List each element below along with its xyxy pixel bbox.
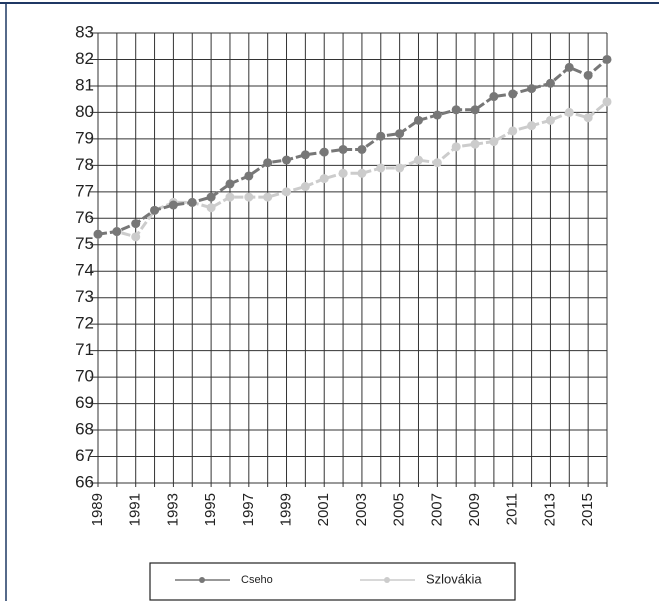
y-tick-label: 82 bbox=[75, 49, 94, 68]
y-tick-label: 68 bbox=[75, 420, 94, 439]
x-tick-label: 2009 bbox=[466, 493, 483, 526]
x-tick-label: 2003 bbox=[353, 493, 370, 526]
point bbox=[225, 179, 235, 189]
point bbox=[508, 126, 518, 136]
point bbox=[564, 107, 574, 117]
point bbox=[263, 192, 273, 202]
point bbox=[93, 229, 103, 239]
y-tick-label: 83 bbox=[75, 22, 94, 41]
y-tick-label: 78 bbox=[75, 155, 94, 174]
y-tick-label: 80 bbox=[75, 102, 94, 121]
y-tick-label: 67 bbox=[75, 446, 94, 465]
y-tick-label: 79 bbox=[75, 128, 94, 147]
point bbox=[300, 150, 310, 160]
point bbox=[602, 97, 612, 107]
point bbox=[206, 192, 216, 202]
point bbox=[583, 70, 593, 80]
point bbox=[395, 129, 405, 139]
point bbox=[319, 174, 329, 184]
legend-marker bbox=[384, 577, 390, 583]
point bbox=[602, 54, 612, 64]
point bbox=[112, 227, 122, 237]
point bbox=[451, 105, 461, 115]
point bbox=[376, 131, 386, 141]
y-tick-label: 74 bbox=[75, 261, 94, 280]
point bbox=[357, 168, 367, 178]
point bbox=[583, 113, 593, 123]
x-tick-label: 1993 bbox=[164, 493, 181, 526]
y-tick-label: 77 bbox=[75, 181, 94, 200]
point bbox=[168, 200, 178, 210]
y-tick-label: 81 bbox=[75, 75, 94, 94]
point bbox=[413, 155, 423, 165]
point bbox=[432, 110, 442, 120]
x-tick-label: 1999 bbox=[277, 493, 294, 526]
point bbox=[527, 121, 537, 131]
point bbox=[338, 168, 348, 178]
legend-label: Szlovákia bbox=[426, 571, 482, 586]
point bbox=[131, 232, 141, 242]
point bbox=[470, 105, 480, 115]
point bbox=[244, 171, 254, 181]
point bbox=[451, 142, 461, 152]
point bbox=[413, 115, 423, 125]
point bbox=[263, 158, 273, 168]
y-tick-label: 73 bbox=[75, 287, 94, 306]
point bbox=[545, 115, 555, 125]
y-tick-label: 72 bbox=[75, 314, 94, 333]
x-tick-label: 1989 bbox=[89, 493, 106, 526]
point bbox=[470, 139, 480, 149]
point bbox=[225, 192, 235, 202]
point bbox=[338, 144, 348, 154]
x-tick-label: 1995 bbox=[202, 493, 219, 526]
point bbox=[282, 155, 292, 165]
point bbox=[131, 219, 141, 229]
point bbox=[395, 163, 405, 173]
point bbox=[244, 192, 254, 202]
point bbox=[545, 78, 555, 88]
x-tick-label: 2011 bbox=[504, 493, 521, 525]
point bbox=[357, 144, 367, 154]
y-tick-label: 76 bbox=[75, 208, 94, 227]
x-tick-label: 1991 bbox=[127, 493, 144, 526]
point bbox=[300, 182, 310, 192]
series-line bbox=[97, 58, 608, 236]
point bbox=[376, 163, 386, 173]
point bbox=[432, 158, 442, 168]
x-tick-label: 1997 bbox=[240, 493, 257, 526]
point bbox=[319, 147, 329, 157]
y-tick-label: 71 bbox=[75, 340, 94, 359]
point bbox=[187, 197, 197, 207]
x-tick-label: 2001 bbox=[315, 493, 332, 526]
x-tick-label: 2005 bbox=[391, 493, 408, 526]
x-tick-label: 2015 bbox=[579, 493, 596, 526]
point bbox=[527, 84, 537, 94]
y-tick-label: 69 bbox=[75, 393, 94, 412]
legend-box bbox=[149, 562, 516, 601]
point bbox=[489, 92, 499, 102]
x-tick-label: 2013 bbox=[541, 493, 558, 526]
point bbox=[564, 62, 574, 72]
legend-marker bbox=[199, 577, 205, 583]
y-tick-label: 66 bbox=[75, 472, 94, 491]
point bbox=[282, 187, 292, 197]
point bbox=[206, 203, 216, 213]
point bbox=[489, 137, 499, 147]
x-tick-label: 2007 bbox=[428, 493, 445, 526]
y-tick-label: 70 bbox=[75, 367, 94, 386]
point bbox=[150, 205, 160, 215]
legend-label: Cseho bbox=[241, 574, 273, 586]
y-tick-label: 75 bbox=[75, 234, 94, 253]
point bbox=[508, 89, 518, 99]
